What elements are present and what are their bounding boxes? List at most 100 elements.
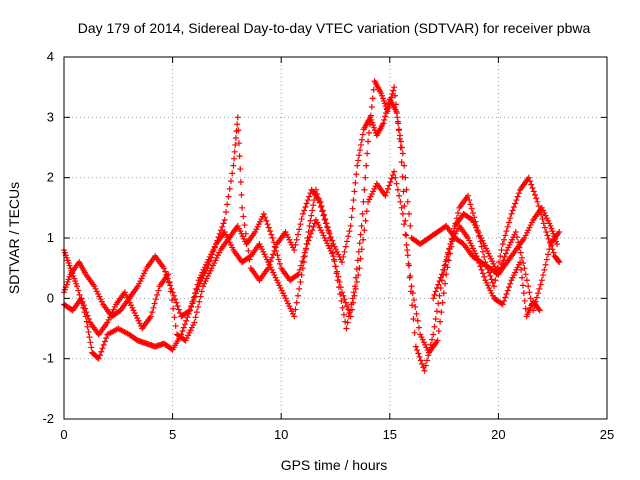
- data-point: [293, 299, 300, 306]
- data-point: [230, 162, 237, 169]
- data-point: [528, 181, 535, 188]
- data-point: [356, 152, 363, 159]
- data-point: [206, 258, 213, 265]
- data-point: [497, 264, 504, 271]
- data-point: [532, 191, 539, 198]
- data-point: [550, 249, 557, 256]
- data-point: [387, 97, 394, 104]
- data-point: [220, 220, 227, 227]
- data-point: [85, 316, 92, 323]
- data-point: [195, 303, 202, 310]
- data-point: [384, 185, 391, 192]
- data-point: [197, 293, 204, 300]
- data-point: [165, 278, 172, 285]
- data-point: [82, 305, 89, 312]
- data-point: [269, 235, 276, 241]
- data-point: [193, 290, 200, 297]
- data-point: [529, 185, 536, 192]
- data-point: [455, 210, 462, 217]
- data-point: [299, 210, 306, 217]
- data-point: [362, 174, 369, 181]
- data-point: [294, 292, 301, 299]
- data-point: [344, 319, 351, 326]
- data-point: [432, 288, 439, 295]
- data-point: [432, 316, 439, 323]
- data-point: [502, 294, 509, 301]
- data-point: [352, 179, 359, 186]
- chart-title: Day 179 of 2014, Sidereal Day-to-day VTE…: [78, 20, 591, 36]
- data-point: [522, 271, 529, 278]
- data-point: [499, 241, 506, 248]
- data-point: [214, 237, 221, 244]
- data-point: [397, 198, 404, 205]
- data-point: [319, 208, 326, 215]
- data-point: [294, 231, 301, 238]
- data-point: [303, 245, 310, 252]
- data-point: [411, 297, 418, 304]
- data-point: [268, 254, 275, 261]
- data-point: [350, 289, 357, 296]
- data-point: [151, 300, 158, 307]
- data-point: [300, 253, 307, 260]
- data-point: [539, 216, 546, 223]
- data-point: [504, 287, 511, 294]
- data-point: [525, 283, 532, 290]
- data-point: [477, 263, 484, 270]
- data-point: [306, 193, 313, 200]
- data-point: [408, 283, 415, 290]
- data-point: [437, 274, 444, 281]
- data-point: [211, 244, 218, 251]
- data-point: [296, 285, 303, 292]
- data-point: [84, 323, 91, 330]
- data-point: [236, 153, 243, 160]
- data-point: [307, 217, 314, 224]
- data-point: [504, 223, 511, 230]
- data-point: [209, 251, 216, 258]
- data-point: [75, 287, 82, 294]
- data-point: [189, 300, 196, 307]
- data-point: [231, 148, 238, 155]
- data-point: [193, 309, 200, 316]
- data-point: [412, 303, 419, 310]
- data-point: [357, 147, 364, 154]
- data-point: [188, 303, 195, 310]
- data-point: [245, 247, 252, 254]
- data-point: [185, 308, 192, 315]
- data-point: [304, 241, 311, 248]
- data-point: [522, 305, 529, 312]
- data-point: [369, 95, 376, 102]
- data-point: [357, 231, 364, 238]
- data-point: [266, 261, 273, 268]
- data-point: [330, 253, 337, 260]
- data-point: [525, 174, 532, 181]
- data-point: [271, 243, 278, 250]
- data-point: [544, 232, 551, 239]
- data-point: [160, 265, 167, 272]
- data-point: [406, 210, 413, 217]
- data-point: [409, 290, 416, 297]
- data-point: [501, 253, 508, 260]
- data-point: [440, 266, 447, 273]
- data-point: [402, 231, 409, 238]
- data-point: [394, 118, 401, 125]
- data-point: [393, 180, 400, 187]
- data-point: [296, 226, 303, 233]
- data-point: [388, 94, 395, 101]
- data-point: [444, 264, 451, 271]
- data-point: [275, 256, 282, 263]
- data-point: [421, 367, 428, 374]
- data-point: [272, 244, 279, 251]
- data-point: [412, 343, 419, 350]
- data-point: [276, 260, 283, 267]
- data-point: [536, 207, 543, 214]
- data-point: [514, 193, 521, 200]
- data-point: [502, 250, 509, 257]
- data-point: [545, 251, 552, 258]
- data-point: [414, 317, 421, 324]
- data-point: [500, 257, 507, 264]
- data-point: [179, 328, 186, 335]
- data-point: [499, 260, 506, 267]
- data-point: [417, 357, 424, 364]
- data-point: [512, 228, 519, 235]
- data-point: [535, 203, 542, 210]
